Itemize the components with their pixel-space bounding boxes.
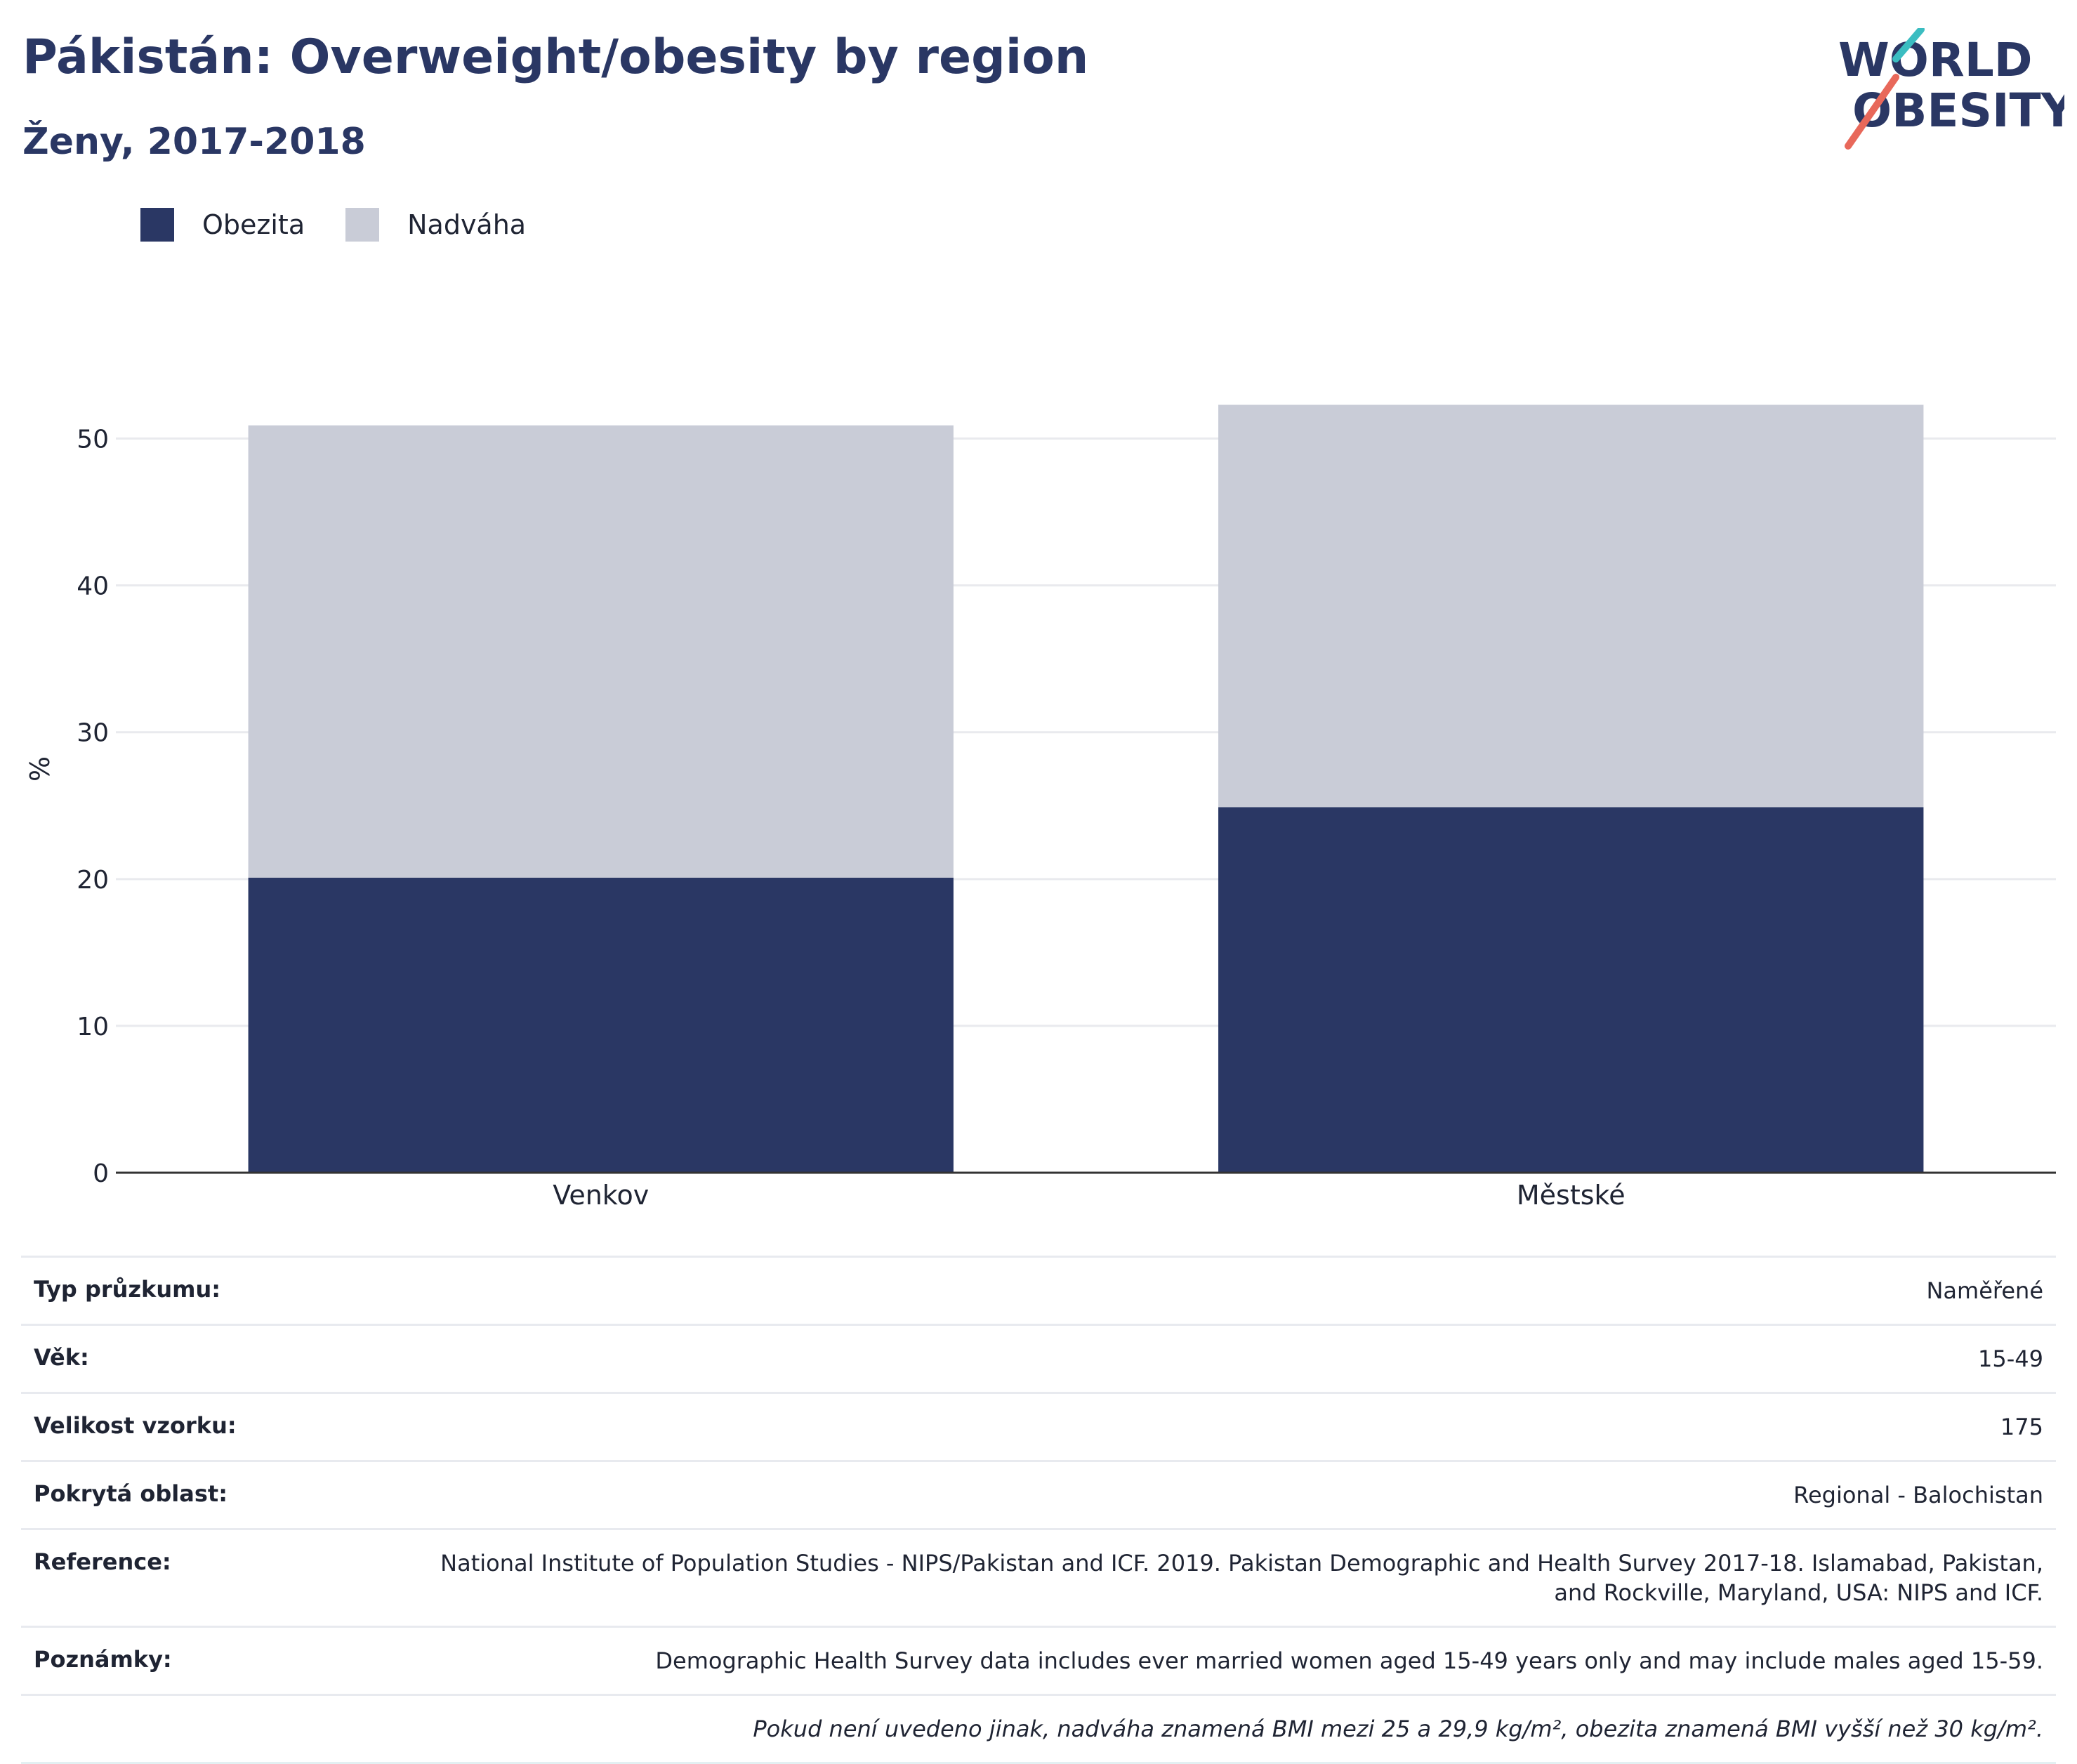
info-row-area-covered: Pokrytá oblast: Regional - Balochistan xyxy=(21,1460,2056,1528)
legend-label-obesity: Obezita xyxy=(202,209,305,240)
x-tick-label: Městské xyxy=(1517,1180,1626,1211)
info-key: Reference: xyxy=(34,1548,171,1575)
y-tick-label: 30 xyxy=(77,719,109,748)
stacked-bar-chart: 0 10 20 30 40 50% Venkov Městské xyxy=(25,404,2056,1211)
bar-overweight xyxy=(1218,404,1924,808)
info-key: Poznámky: xyxy=(34,1646,172,1673)
bar-obesity xyxy=(248,877,954,1173)
info-value: Naměřené xyxy=(1926,1277,2043,1304)
info-value: 175 xyxy=(2000,1414,2043,1440)
y-tick-label: 10 xyxy=(77,1013,109,1041)
legend-item-obesity[interactable]: Obezita xyxy=(140,208,305,242)
legend-swatch-overweight xyxy=(345,208,380,242)
y-tick-label: 0 xyxy=(93,1159,109,1188)
legend-item-overweight[interactable]: Nadváha xyxy=(345,208,526,242)
info-key: Věk: xyxy=(34,1344,89,1371)
info-key: Pokrytá oblast: xyxy=(34,1480,228,1507)
info-row-age: Věk: 15-49 xyxy=(21,1324,2056,1392)
y-tick-label: 20 xyxy=(77,866,109,895)
info-value: Regional - Balochistan xyxy=(1793,1482,2043,1508)
info-key: Typ průzkumu: xyxy=(34,1276,221,1303)
info-value: Demographic Health Survey data includes … xyxy=(655,1647,2043,1674)
chart-title: Pákistán: Overweight/obesity by region xyxy=(22,29,1089,85)
y-tick-label: 40 xyxy=(77,572,109,601)
bar-obesity xyxy=(1218,807,1924,1173)
chart-legend: Obezita Nadváha xyxy=(140,208,567,242)
info-row-sample-size: Velikost vzorku: 175 xyxy=(21,1392,2056,1460)
logo-slash-teal xyxy=(1892,28,1925,62)
info-row-notes: Poznámky: Demographic Health Survey data… xyxy=(21,1626,2056,1694)
y-axis-label: % xyxy=(25,756,55,782)
chart-subtitle: Ženy, 2017-2018 xyxy=(22,121,366,163)
bar-overweight xyxy=(248,425,954,878)
info-value: 15-49 xyxy=(1978,1345,2043,1372)
logo-line1: WORLD xyxy=(1838,33,2033,87)
survey-info-table: Typ průzkumu: Naměřené Věk: 15-49 Veliko… xyxy=(21,1256,2056,1764)
info-row-reference: Reference: National Institute of Populat… xyxy=(21,1528,2056,1626)
logo-slash-red xyxy=(1845,74,1899,150)
y-tick-label: 50 xyxy=(77,426,109,454)
legend-swatch-obesity xyxy=(140,208,174,242)
x-tick-label: Venkov xyxy=(553,1180,649,1211)
world-obesity-logo: WORLD OBESITY xyxy=(1838,28,2064,150)
info-row-footnote: Pokud není uvedeno jinak, nadváha znamen… xyxy=(21,1694,2056,1764)
legend-label-overweight: Nadváha xyxy=(407,209,527,240)
info-key: Velikost vzorku: xyxy=(34,1412,237,1439)
info-row-survey-type: Typ průzkumu: Naměřené xyxy=(21,1256,2056,1324)
info-value: National Institute of Population Studies… xyxy=(440,1550,2043,1606)
bmi-footnote: Pokud není uvedeno jinak, nadváha znamen… xyxy=(753,1716,2043,1742)
